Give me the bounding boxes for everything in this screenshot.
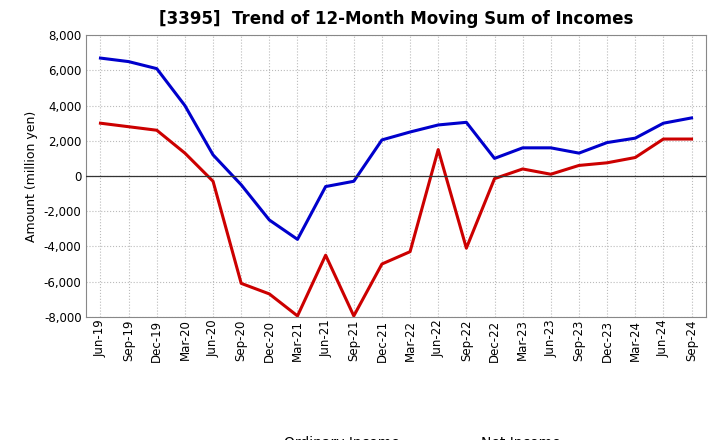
Net Income	[377, 261, 386, 267]
Net Income	[434, 147, 443, 152]
Ordinary Income	[434, 122, 443, 128]
Net Income	[125, 124, 133, 129]
Net Income	[265, 291, 274, 297]
Net Income	[181, 150, 189, 156]
Ordinary Income	[349, 179, 358, 184]
Ordinary Income	[209, 152, 217, 158]
Ordinary Income	[631, 136, 639, 141]
Ordinary Income	[181, 103, 189, 108]
Net Income	[349, 313, 358, 319]
Net Income	[462, 246, 471, 251]
Net Income	[153, 128, 161, 133]
Ordinary Income	[265, 217, 274, 223]
Ordinary Income	[603, 140, 611, 145]
Net Income	[209, 179, 217, 184]
Y-axis label: Amount (million yen): Amount (million yen)	[25, 110, 38, 242]
Net Income	[575, 163, 583, 168]
Legend: Ordinary Income, Net Income: Ordinary Income, Net Income	[226, 431, 566, 440]
Ordinary Income	[293, 237, 302, 242]
Net Income	[546, 172, 555, 177]
Ordinary Income	[546, 145, 555, 150]
Net Income	[687, 136, 696, 142]
Ordinary Income	[153, 66, 161, 71]
Net Income	[96, 121, 105, 126]
Ordinary Income	[575, 150, 583, 156]
Ordinary Income	[321, 184, 330, 189]
Line: Net Income: Net Income	[101, 123, 691, 316]
Net Income	[631, 155, 639, 160]
Ordinary Income	[406, 129, 415, 135]
Ordinary Income	[490, 156, 499, 161]
Ordinary Income	[462, 120, 471, 125]
Net Income	[237, 281, 246, 286]
Ordinary Income	[125, 59, 133, 64]
Net Income	[490, 176, 499, 181]
Ordinary Income	[377, 137, 386, 143]
Title: [3395]  Trend of 12-Month Moving Sum of Incomes: [3395] Trend of 12-Month Moving Sum of I…	[159, 10, 633, 28]
Net Income	[406, 249, 415, 254]
Ordinary Income	[687, 115, 696, 121]
Net Income	[603, 160, 611, 165]
Ordinary Income	[659, 121, 667, 126]
Net Income	[659, 136, 667, 142]
Net Income	[293, 313, 302, 319]
Ordinary Income	[237, 182, 246, 187]
Ordinary Income	[96, 55, 105, 61]
Line: Ordinary Income: Ordinary Income	[101, 58, 691, 239]
Net Income	[321, 253, 330, 258]
Ordinary Income	[518, 145, 527, 150]
Net Income	[518, 166, 527, 172]
